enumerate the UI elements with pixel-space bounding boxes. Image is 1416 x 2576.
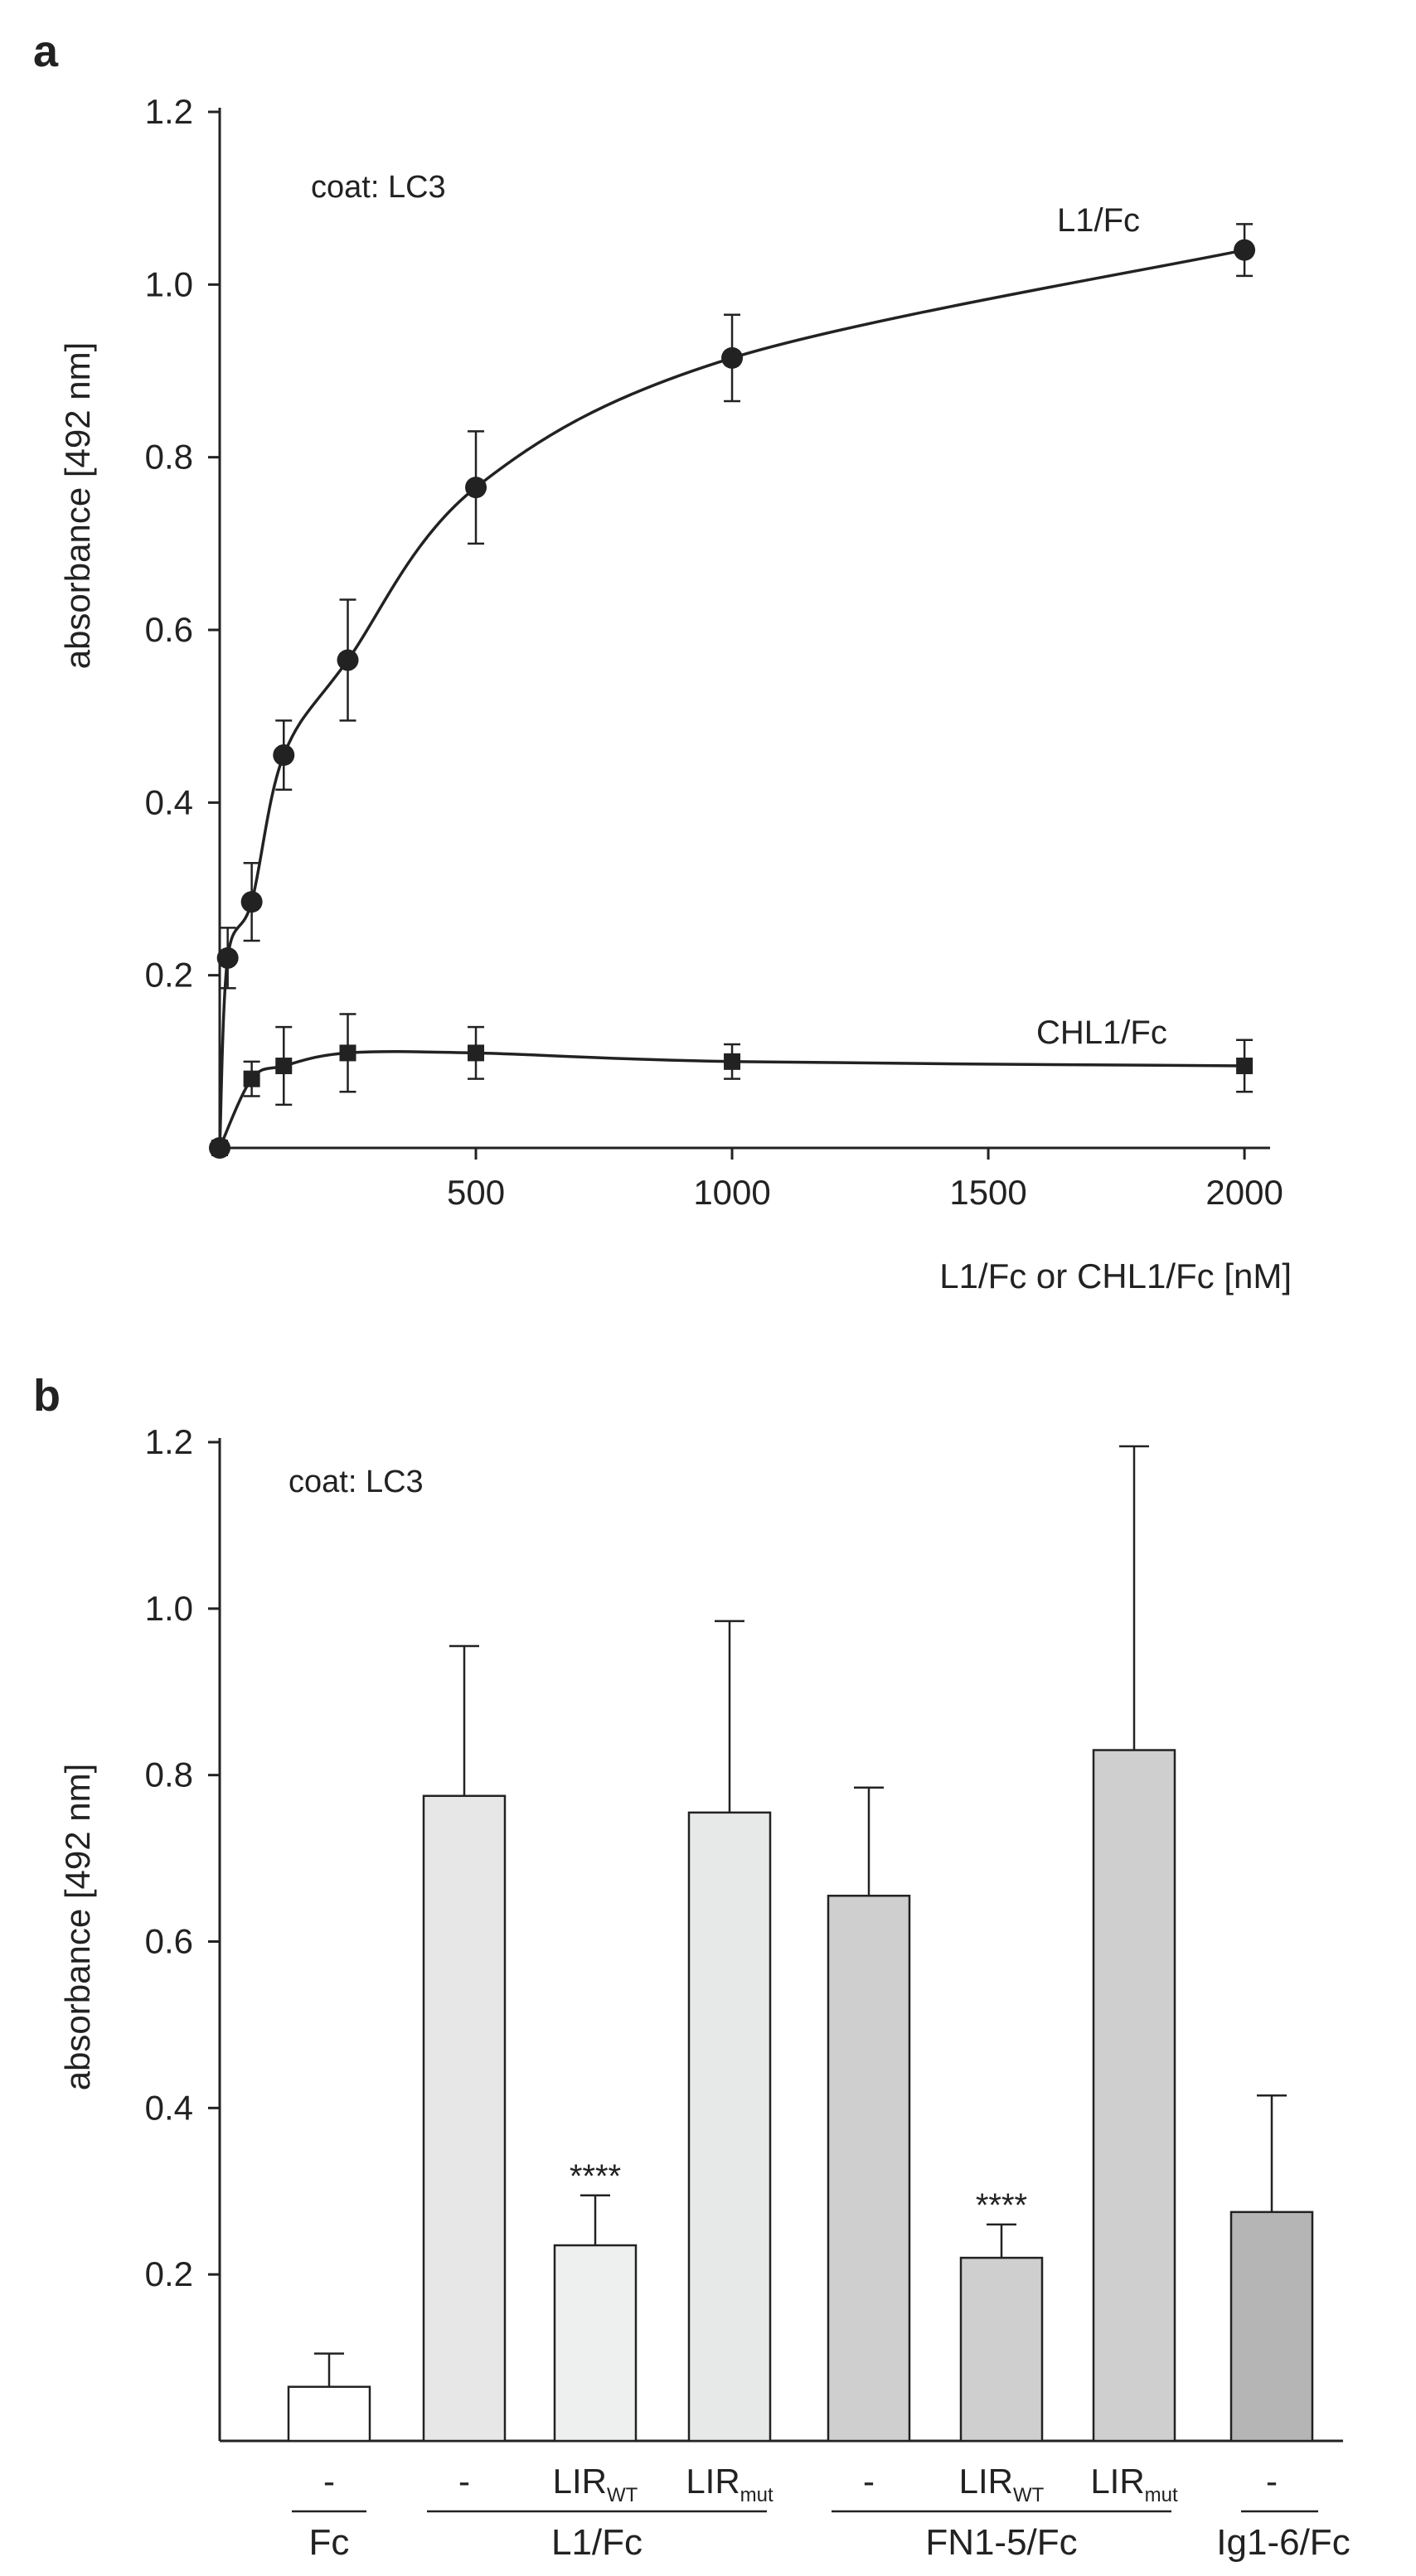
data-point-CHL1/Fc (339, 1044, 356, 1062)
category-label-subscript: mut (1145, 2484, 1178, 2506)
panel-a-ylabel: absorbance [492 nm] (58, 342, 97, 670)
bar (422, 1794, 507, 2443)
panel-a-annotation: coat: LC3 (311, 170, 446, 205)
bar (1229, 2210, 1314, 2443)
series-label-chl1fc: CHL1/Fc (1036, 1014, 1167, 1051)
data-point-CHL1/Fc (211, 1140, 228, 1156)
category-label: - (1266, 2462, 1278, 2501)
panel-a-label: a (33, 27, 59, 76)
significance-label: **** (976, 2187, 1027, 2224)
panel-a: a coat: LC3 absorbance [492 nm] L1/Fc or… (33, 27, 1292, 1295)
y-tick-label: 0.2 (145, 2254, 193, 2293)
data-point-CHL1/Fc (275, 1058, 293, 1075)
panel-b-ylabel: absorbance [492 nm] (58, 1764, 97, 2091)
category-label: LIRmut (1090, 2462, 1178, 2506)
group-label: FN1-5/Fc (925, 2522, 1077, 2563)
y-tick-label: 1.2 (145, 92, 193, 131)
data-point-L1/Fc (721, 346, 744, 369)
data-point-L1/Fc (216, 947, 239, 969)
panel-a-marks (209, 223, 1256, 1159)
data-point-L1/Fc (240, 891, 263, 913)
x-tick-label: 2000 (1205, 1173, 1283, 1212)
x-tick-label: 500 (447, 1173, 505, 1212)
bar (959, 2256, 1044, 2443)
y-tick-label: 0.6 (145, 610, 193, 649)
series-line-L1/Fc (218, 248, 1245, 1149)
data-point-L1/Fc (273, 744, 295, 767)
x-tick-label: 1000 (693, 1173, 770, 1212)
category-label: LIRWT (553, 2462, 638, 2506)
category-label: - (458, 2462, 470, 2501)
series-label-l1fc: L1/Fc (1057, 202, 1140, 239)
data-point-CHL1/Fc (724, 1053, 741, 1070)
panel-b: b coat: LC3 absorbance [492 nm] 0.20.40.… (33, 1371, 1351, 2563)
data-point-CHL1/Fc (1236, 1058, 1254, 1075)
y-tick-label: 0.8 (145, 438, 193, 477)
panel-b-label: b (33, 1371, 61, 1421)
panel-a-axes: 0.2 0.4 0.6 0.8 1.0 1.2 500 1000 1500 2000 (145, 92, 1283, 1212)
panel-b-axes: 0.2 0.4 0.6 0.8 1.0 1.2 (145, 1422, 1343, 2443)
y-tick-label: 1.0 (145, 264, 193, 303)
x-tick-label: 1500 (949, 1173, 1026, 1212)
data-point-CHL1/Fc (468, 1044, 485, 1062)
bar (827, 1895, 911, 2443)
y-tick-label: 0.2 (145, 956, 193, 995)
category-label: LIRWT (959, 2462, 1045, 2506)
bar (1092, 1749, 1176, 2443)
bar (287, 2385, 371, 2443)
y-tick-label: 1.2 (145, 1422, 193, 1461)
category-label-subscript: WT (1013, 2484, 1045, 2506)
data-point-L1/Fc (465, 477, 487, 499)
significance-label: **** (570, 2158, 621, 2195)
panel-b-annotation: coat: LC3 (289, 1465, 424, 1499)
bar (687, 1811, 772, 2443)
panel-a-xlabel: L1/Fc or CHL1/Fc [nM] (939, 1257, 1292, 1295)
category-label-subscript: mut (740, 2484, 773, 2506)
y-tick-label: 0.8 (145, 1755, 193, 1794)
y-tick-label: 1.0 (145, 1589, 193, 1628)
category-label: LIRmut (686, 2462, 773, 2506)
data-point-L1/Fc (1234, 239, 1256, 261)
category-label: - (323, 2462, 335, 2501)
group-label: Ig1-6/Fc (1216, 2522, 1350, 2563)
panel-b-marks: - - **** LIRWT LIRmut - **** LIRWT LIRmut - Fc L1/F… (287, 1445, 1351, 2563)
group-label: Fc (309, 2522, 350, 2563)
y-tick-label: 0.4 (145, 782, 193, 821)
category-label: - (863, 2462, 875, 2501)
bar (553, 2244, 638, 2443)
category-label-subscript: WT (607, 2484, 638, 2506)
data-point-L1/Fc (337, 649, 359, 671)
y-tick-label: 0.6 (145, 1922, 193, 1961)
group-label: L1/Fc (551, 2522, 643, 2563)
y-tick-label: 0.4 (145, 2088, 193, 2127)
data-point-CHL1/Fc (243, 1070, 260, 1087)
